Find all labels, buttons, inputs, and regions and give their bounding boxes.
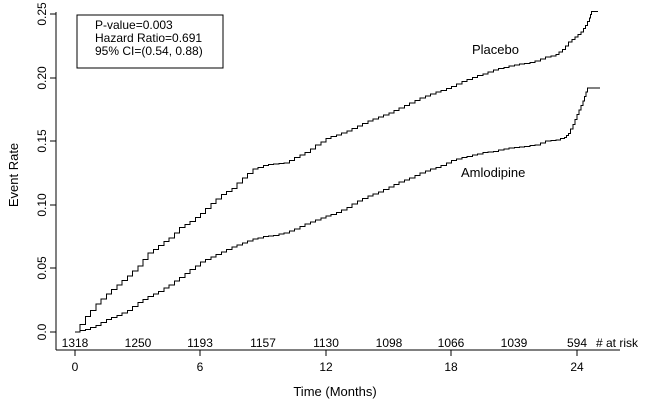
y-tick-label: 0.15 [35, 129, 49, 153]
risk-count: 1193 [187, 336, 213, 350]
stat-line-pvalue: P-value=0.003 [95, 18, 173, 32]
x-tick-label: 0 [72, 360, 79, 374]
x-tick-label: 24 [570, 360, 584, 374]
risk-table-label: # at risk [596, 336, 639, 350]
risk-count: 1098 [376, 336, 403, 350]
y-tick-label: 0.10 [35, 193, 49, 217]
x-tick-label: 18 [444, 360, 458, 374]
risk-count: 1066 [438, 336, 465, 350]
risk-count: 594 [567, 336, 587, 350]
y-tick-label: 0.20 [35, 66, 49, 90]
risk-count: 1318 [62, 336, 89, 350]
placebo-curve-label: Placebo [472, 42, 519, 57]
x-tick-label: 12 [319, 360, 333, 374]
stat-line-hazard-ratio: Hazard Ratio=0.691 [95, 31, 202, 45]
risk-count: 1039 [501, 336, 528, 350]
y-tick-label: 0.0 [35, 323, 49, 340]
risk-count: 1157 [250, 336, 276, 350]
stat-box [76, 14, 224, 69]
risk-count: 1130 [313, 336, 339, 350]
amlodipine-curve [75, 87, 600, 333]
x-axis-title: Time (Months) [293, 384, 376, 399]
y-tick-label: 0.25 [35, 2, 49, 26]
placebo-curve [75, 11, 598, 333]
y-axis-title: Event Rate [6, 143, 21, 207]
stat-line-ci: 95% CI=(0.54, 0.88) [95, 44, 203, 58]
x-tick-label: 6 [197, 360, 204, 374]
y-tick-label: 0.05 [35, 256, 49, 280]
amlodipine-curve-label: Amlodipine [461, 165, 525, 180]
risk-count: 1250 [125, 336, 152, 350]
